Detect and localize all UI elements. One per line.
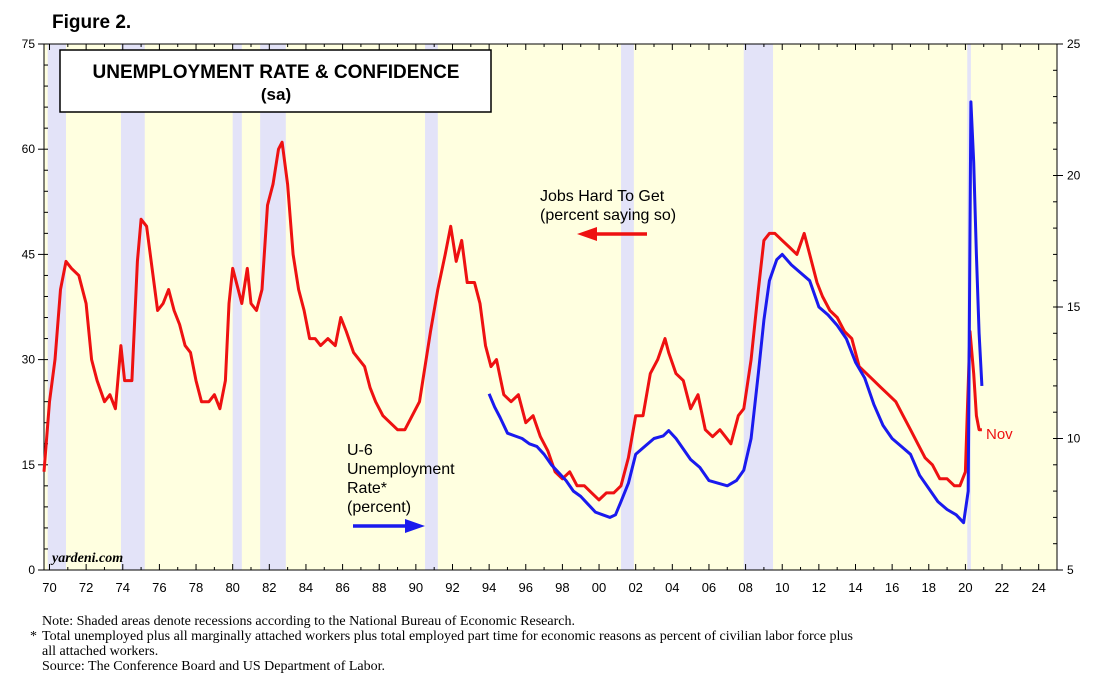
chart-subtitle: (sa) [261,85,291,104]
source-line: Source: The Conference Board and US Depa… [42,659,386,674]
figure-label: Figure 2. [52,12,132,33]
x-axis-tick-label: 78 [189,580,203,595]
footnote-asterisk: * [30,629,37,644]
last-point-label: Nov [986,426,1013,443]
recession-band [47,44,66,570]
left-axis-tick-label: 30 [22,353,36,367]
recession-bands [47,44,971,570]
x-axis-tick-label: 14 [848,580,862,595]
right-axis: 5 10 15 20 25 [1053,37,1081,577]
footnote: * Total unemployed plus all marginally a… [30,629,1042,644]
x-axis-tick-label: 06 [702,580,716,595]
x-axis-tick-label: 88 [372,580,386,595]
jobs-left-arrow-icon [577,227,647,241]
x-axis-tick-label: 82 [262,580,276,595]
x-axis-tick-label: 10 [775,580,789,595]
right-axis-tick-label: 15 [1067,300,1081,314]
recession-band [120,44,145,570]
x-axis-tick-label: 00 [592,580,606,595]
left-axis: 0 15 30 45 60 75 [22,37,48,577]
u6-label-line2: Unemployment [347,461,455,478]
x-axis-tick-label: 96 [519,580,533,595]
jobs-label-line2: (percent saying so) [540,207,676,224]
x-axis-tick-label: 92 [445,580,459,595]
right-axis-tick-label: 5 [1067,563,1074,577]
watermark: yardeni.com [50,551,123,566]
recession-band [232,44,242,570]
x-axis: 70 72 74 76 78 80 82 84 86 88 90 92 94 96 98 00 02 04 06 08… [42,44,1046,595]
footnote-line2: all attached workers. [42,644,159,659]
x-axis-tick-label: 74 [116,580,130,595]
right-axis-tick-label: 25 [1067,37,1081,51]
x-axis-tick-label: 90 [409,580,423,595]
left-axis-tick-label: 75 [22,37,36,51]
x-axis-tick-label: 72 [79,580,93,595]
left-axis-tick-label: 45 [22,247,36,261]
right-axis-tick-label: 20 [1067,169,1081,183]
x-axis-tick-label: 20 [958,580,972,595]
x-axis-tick-label: 94 [482,580,496,595]
x-axis-tick-label: 18 [922,580,936,595]
x-axis-tick-label: 84 [299,580,313,595]
right-axis-tick-label: 10 [1067,432,1081,446]
left-axis-tick-label: 0 [28,563,35,577]
series-layer [42,100,984,525]
recession-band [260,44,286,570]
u6-label-line1: U-6 [347,442,373,459]
x-axis-tick-label: 16 [885,580,899,595]
u6-label-line3: Rate* [347,480,387,497]
u6-label-line4: (percent) [347,499,411,516]
left-axis-tick-label: 60 [22,142,36,156]
plot-background [44,44,1057,570]
x-axis-tick-label: 12 [812,580,826,595]
x-axis-tick-label: 80 [225,580,239,595]
x-axis-tick-label: 02 [628,580,642,595]
u6-right-arrow-icon [353,519,425,533]
x-axis-tick-label: 08 [738,580,752,595]
x-axis-tick-label: 76 [152,580,166,595]
footnote-line1: Total unemployed plus all marginally att… [42,629,853,644]
jobs-hard-to-get-line [42,140,982,502]
recession-band [743,44,774,570]
recession-band [425,44,438,570]
x-axis-tick-label: 98 [555,580,569,595]
note-line: Note: Shaded areas denote recessions acc… [42,614,575,629]
chart-title: UNEMPLOYMENT RATE & CONFIDENCE [93,62,460,83]
x-axis-tick-label: 24 [1031,580,1045,595]
jobs-label-line1: Jobs Hard To Get [540,188,665,205]
chart: 0 15 30 45 60 75 5 10 15 20 25 70 72 74 76 78 80 82 84 86… [22,37,1081,595]
left-axis-tick-label: 15 [22,458,36,472]
recession-band [621,44,634,570]
u6-unemployment-line [487,100,984,525]
x-axis-tick-label: 86 [335,580,349,595]
title-box [59,49,492,113]
x-axis-tick-label: 70 [42,580,56,595]
notes: Note: Shaded areas denote recessions acc… [30,614,1042,674]
x-axis-tick-label: 04 [665,580,679,595]
x-axis-tick-label: 22 [995,580,1009,595]
